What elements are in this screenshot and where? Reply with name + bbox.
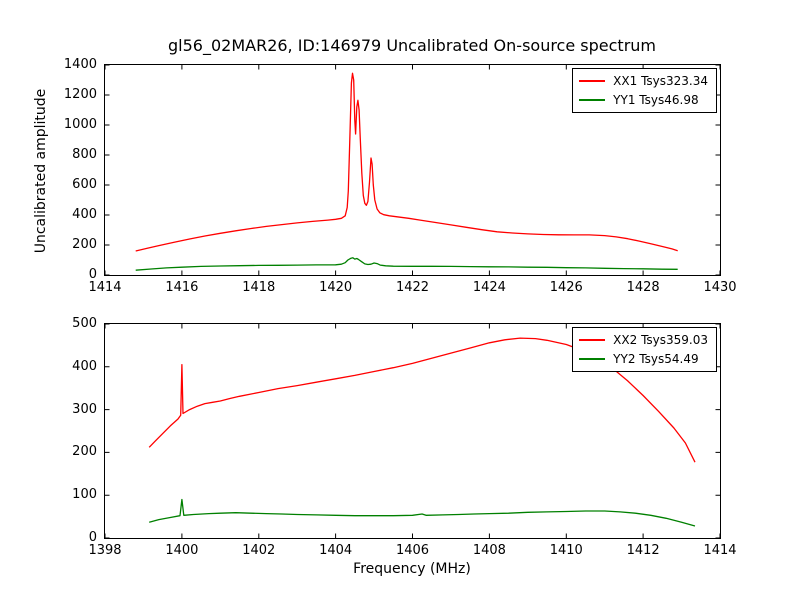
plot-1: XX1 Tsys323.34 YY1 Tsys46.98 [104,64,721,276]
legend-label-xx1: XX1 Tsys323.34 [613,73,708,88]
y-tick-label: 200 [72,444,97,460]
series-line-xx1 [135,72,678,252]
legend-line-sample-yy1 [579,98,606,101]
y-tick-label: 100 [72,487,97,503]
y-tick-label: 0 [88,530,97,545]
y-tick-label: 1000 [63,117,97,132]
x-tick-label: 1398 [88,543,122,558]
y-tick-label: 200 [72,237,97,252]
legend-label-yy1: YY1 Tsys46.98 [613,92,699,107]
y-tick-label: 400 [72,207,97,222]
x-tick-label: 1408 [472,543,506,558]
y-tick-label: 800 [72,147,97,162]
x-tick-label: 1412 [626,543,660,558]
plot-2-legend: XX2 Tsys359.03 YY2 Tsys54.49 [572,327,717,372]
y-tick-label: 400 [72,358,97,374]
figure-title: gl56_02MAR26, ID:146979 Uncalibrated On-… [168,36,656,55]
y-tick-label: 1400 [63,57,97,72]
legend-line-sample-yy2 [579,357,606,360]
legend-entry-xx1: XX1 Tsys323.34 [579,72,708,89]
x-tick-label: 1426 [549,280,583,295]
plot-1-legend: XX1 Tsys323.34 YY1 Tsys46.98 [572,68,717,113]
x-tick-label: 1430 [703,280,737,295]
x-tick-label: 1420 [319,280,353,295]
x-axis-label: Frequency (MHz) [353,561,471,577]
plot-2-canvas [105,324,720,538]
y-tick-label: 0 [88,267,97,282]
legend-label-yy2: YY2 Tsys54.49 [613,351,699,366]
x-tick-label: 1404 [319,543,353,558]
legend-entry-yy1: YY1 Tsys46.98 [579,91,708,108]
x-tick-label: 1406 [395,543,430,558]
x-tick-label: 1416 [165,280,199,295]
legend-label-xx2: XX2 Tsys359.03 [613,332,708,347]
legend-line-sample-xx2 [579,338,606,341]
y-tick-label: 600 [72,177,97,192]
x-tick-label: 1428 [626,280,660,295]
axis-tick-marks [105,324,720,538]
series-line-yy2 [149,498,696,527]
x-tick-label: 1400 [165,543,199,558]
x-tick-label: 1402 [242,543,276,558]
y-tick-label: 300 [72,401,97,417]
plot-1-canvas [105,65,720,275]
y-tick-label: 500 [72,316,97,331]
x-tick-label: 1422 [395,280,430,295]
series-line-yy1 [135,257,678,271]
plot-2: XX2 Tsys359.03 YY2 Tsys54.49 [104,323,721,539]
legend-line-sample-xx1 [579,79,606,82]
legend-entry-yy2: YY2 Tsys54.49 [579,350,708,367]
x-tick-label: 1414 [703,543,737,558]
legend-entry-xx2: XX2 Tsys359.03 [579,331,708,348]
x-tick-label: 1424 [472,280,506,295]
x-tick-label: 1418 [242,280,276,295]
x-tick-label: 1414 [88,280,122,295]
axis-tick-marks [105,65,720,275]
x-tick-label: 1410 [549,543,583,558]
y-tick-label: 1200 [63,87,97,102]
